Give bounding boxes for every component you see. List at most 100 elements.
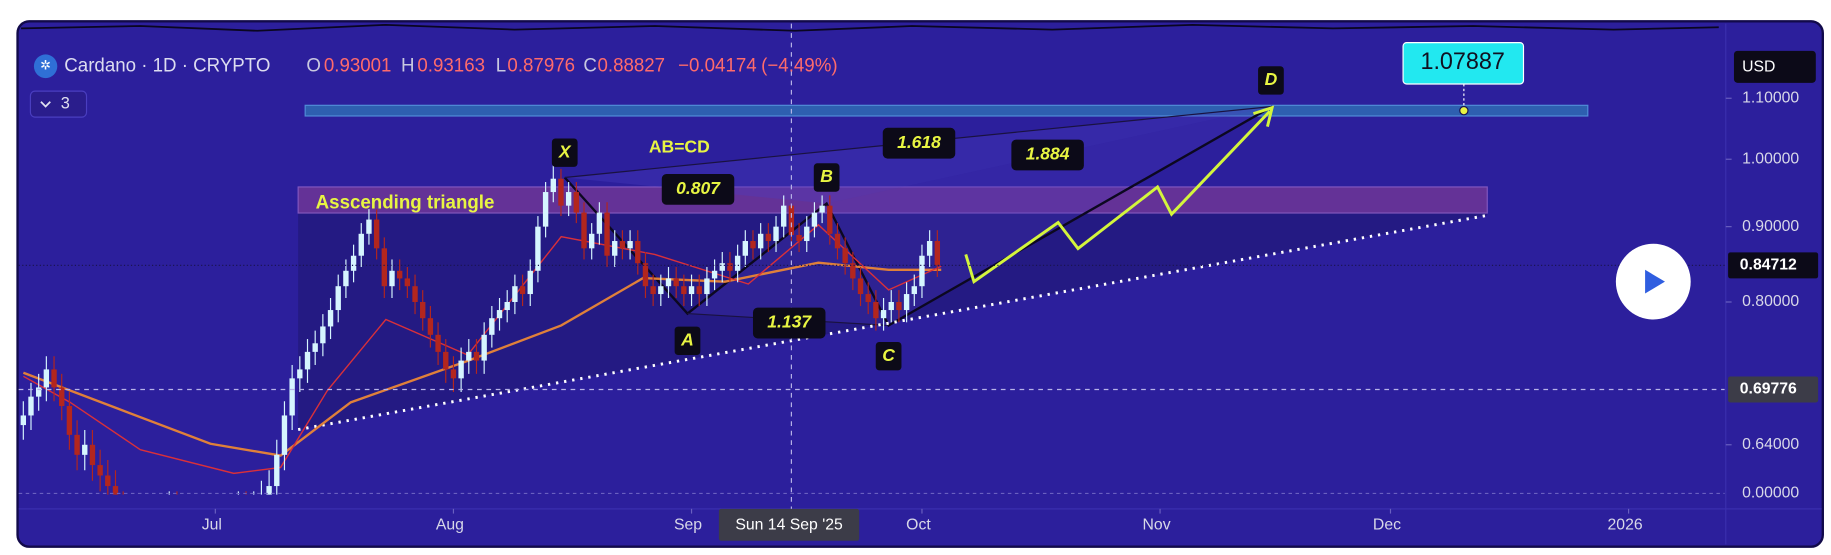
candle-body	[788, 205, 795, 236]
candle-body	[811, 212, 818, 227]
ratio-badge	[882, 127, 956, 159]
pattern-shade	[687, 106, 1273, 326]
y-tick-label: 0.80000	[1742, 293, 1799, 310]
play-icon	[1645, 269, 1665, 294]
target-zone	[304, 104, 1589, 117]
candle-body	[105, 475, 111, 487]
ohlc-value: 0.87976	[507, 54, 575, 75]
candle-body	[727, 263, 733, 271]
candle-body	[381, 248, 388, 287]
candle-body	[59, 387, 65, 406]
candle-body	[880, 310, 887, 319]
currency: USD	[1742, 59, 1775, 76]
candle-body	[573, 192, 580, 213]
change-percent: (−4.49%)	[761, 54, 837, 75]
candle-body	[535, 226, 541, 271]
currency-button[interactable]	[1733, 50, 1816, 83]
candle-body	[757, 233, 764, 249]
ratio-badge	[661, 173, 735, 205]
candle-body	[696, 286, 702, 295]
candle-body	[312, 343, 318, 352]
projection-path	[964, 110, 1271, 285]
x-tick-label: Sep	[674, 517, 702, 534]
ohlc-value: 0.88827	[597, 54, 665, 75]
candle-body	[350, 255, 357, 271]
candle-body	[412, 286, 418, 302]
chart-title: Cardano · 1D · CRYPTO	[64, 54, 270, 75]
last-price-label: 0.84712	[1740, 257, 1797, 274]
candle-body	[665, 278, 672, 287]
x-tick-label: Dec	[1373, 517, 1401, 534]
candle-body	[581, 212, 587, 249]
symbol-icon	[33, 54, 58, 79]
candle-body	[773, 226, 779, 242]
candle-body	[74, 434, 80, 455]
candle-body	[327, 310, 334, 327]
ohlc-value: 0.93001	[324, 54, 392, 75]
pattern-point-label: A	[680, 329, 694, 349]
triangle-label: Asscending triangle	[316, 191, 495, 212]
resistance-zone	[297, 186, 1488, 214]
candle-body	[97, 465, 103, 476]
candle-body	[281, 415, 288, 455]
ratio-label: 1.884	[1026, 144, 1070, 164]
candle-body	[519, 286, 526, 295]
candle-body	[627, 241, 633, 249]
candle-body	[35, 387, 42, 397]
candle-body	[612, 241, 618, 256]
candle-body	[650, 286, 656, 295]
candle-body	[903, 294, 910, 311]
overlay: 1.10000 1.00000 0.90000 0.80000 0.64000 0.000…	[18, 23, 1819, 541]
ohlc-value: 0.93163	[417, 54, 485, 75]
candles	[20, 156, 941, 495]
slow-moving-average	[22, 261, 942, 457]
legend-count: 3	[61, 94, 70, 112]
candle-body	[681, 286, 687, 295]
change-value: −0.04174	[678, 54, 757, 75]
candle-body	[596, 212, 603, 234]
target-point	[1459, 105, 1469, 116]
candle-body	[688, 286, 695, 295]
x-tick-label: Nov	[1143, 517, 1171, 534]
legend-toggle-chevron	[40, 101, 51, 108]
crosshair-date-label: Sun 14 Sep '25	[735, 517, 843, 534]
x-tick-label: Aug	[436, 517, 464, 534]
candle-body	[66, 405, 73, 435]
candle-body	[51, 369, 57, 388]
candle-body	[512, 286, 518, 302]
y-tick-label: 0.90000	[1742, 218, 1799, 235]
candle-body	[896, 301, 902, 311]
ratio-badge	[752, 307, 826, 339]
candle-body	[304, 351, 311, 370]
candle-body	[435, 334, 441, 352]
candle-body	[642, 263, 649, 287]
candle-body	[466, 351, 472, 361]
candle-body	[635, 241, 641, 264]
candle-body	[489, 318, 495, 335]
candle-body	[742, 241, 748, 256]
crosshair-price-label: 0.69776	[1740, 381, 1797, 398]
candle-body	[796, 235, 802, 242]
candle-body	[443, 351, 449, 370]
candle-body	[527, 270, 533, 295]
crosshair-price-badge	[1728, 376, 1819, 403]
projection-arrow	[1252, 105, 1275, 127]
candle-body	[420, 301, 426, 319]
last-price-badge	[1728, 252, 1819, 279]
candle-body	[765, 233, 772, 242]
target-badge	[1402, 42, 1525, 85]
candle-body	[565, 192, 572, 206]
candle-body	[558, 178, 564, 206]
candle-body	[589, 233, 595, 249]
candle-body	[804, 226, 810, 242]
candle-body	[427, 318, 434, 335]
ohlc-label: O	[306, 54, 321, 75]
candle-body	[673, 278, 679, 287]
ratio-label: 1.618	[897, 132, 941, 152]
pattern-point-badge	[813, 163, 840, 192]
legend-toggle[interactable]	[29, 90, 88, 118]
candle-body	[112, 486, 119, 495]
candle-body	[704, 278, 710, 295]
pattern-point-label: B	[820, 166, 833, 186]
y-tick-label: 1.00000	[1742, 150, 1799, 167]
